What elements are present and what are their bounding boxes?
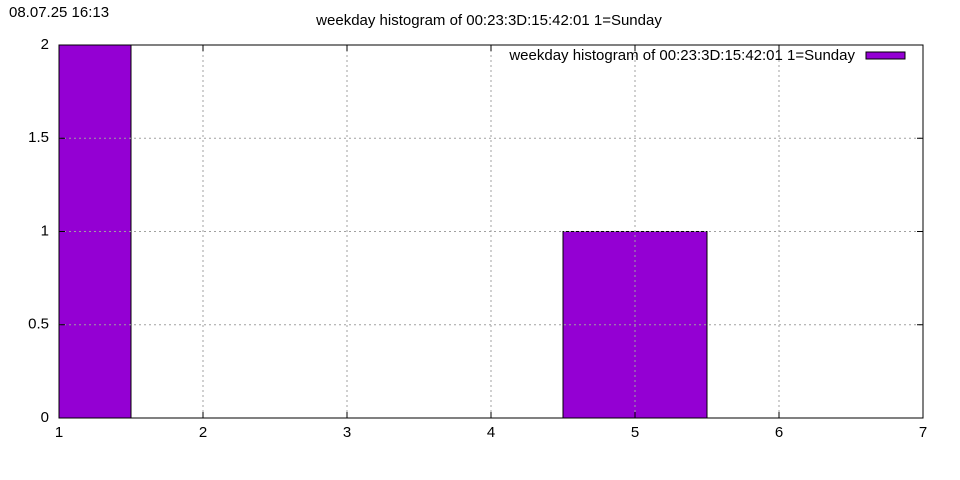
plot-border bbox=[58, 44, 924, 419]
x-tick-label: 6 bbox=[775, 424, 783, 441]
y-tick-label: 1.5 bbox=[28, 129, 49, 146]
x-tick-label: 4 bbox=[487, 424, 495, 441]
x-tick-label: 5 bbox=[631, 424, 639, 441]
chart-title: weekday histogram of 00:23:3D:15:42:01 1… bbox=[315, 12, 662, 29]
legend-label: weekday histogram of 00:23:3D:15:42:01 1… bbox=[508, 47, 855, 64]
x-tick-label: 7 bbox=[919, 424, 927, 441]
x-tick-label: 1 bbox=[55, 424, 63, 441]
y-tick-label: 0.5 bbox=[28, 316, 49, 333]
x-tick-label: 2 bbox=[199, 424, 207, 441]
y-tick-label: 2 bbox=[41, 36, 49, 53]
x-tick-label: 3 bbox=[343, 424, 351, 441]
y-tick-label: 1 bbox=[41, 222, 49, 239]
y-tick-label: 0 bbox=[41, 409, 49, 426]
legend-swatch bbox=[865, 51, 906, 60]
timestamp: 08.07.25 16:13 bbox=[9, 4, 109, 21]
